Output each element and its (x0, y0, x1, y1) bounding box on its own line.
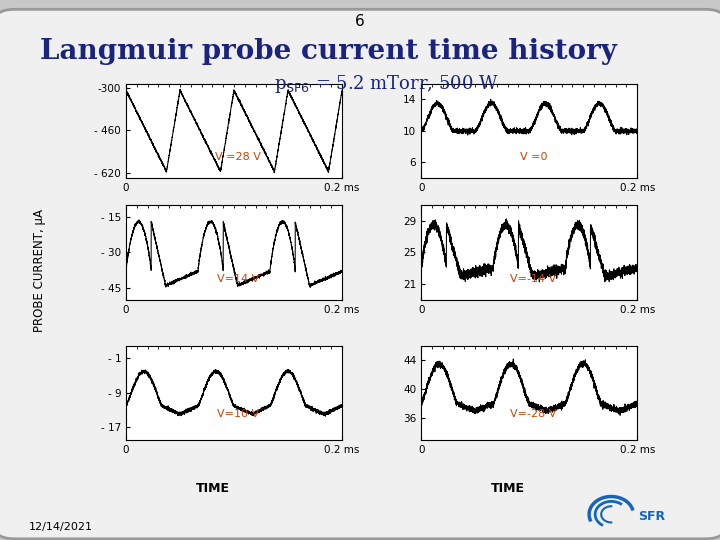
Text: 6: 6 (355, 14, 365, 29)
Text: p$_{\mathsf{SF6}}$ = 5.2 mTorr, 500 W: p$_{\mathsf{SF6}}$ = 5.2 mTorr, 500 W (274, 73, 498, 94)
Text: V=-14 V: V=-14 V (510, 274, 557, 284)
Text: Langmuir probe current time history: Langmuir probe current time history (40, 38, 616, 65)
Text: SFR: SFR (639, 510, 665, 523)
Text: V=-28 V: V=-28 V (510, 409, 557, 419)
Text: TIME: TIME (195, 482, 230, 495)
Text: PROBE CURRENT, μA: PROBE CURRENT, μA (33, 208, 46, 332)
Text: V=14 V: V=14 V (217, 274, 259, 284)
Text: TIME: TIME (490, 482, 525, 495)
FancyBboxPatch shape (0, 9, 720, 539)
Text: 12/14/2021: 12/14/2021 (29, 522, 93, 532)
Text: V =0: V =0 (520, 152, 547, 163)
Text: V=10 V: V=10 V (217, 409, 259, 419)
Text: V =28 V: V =28 V (215, 152, 261, 163)
